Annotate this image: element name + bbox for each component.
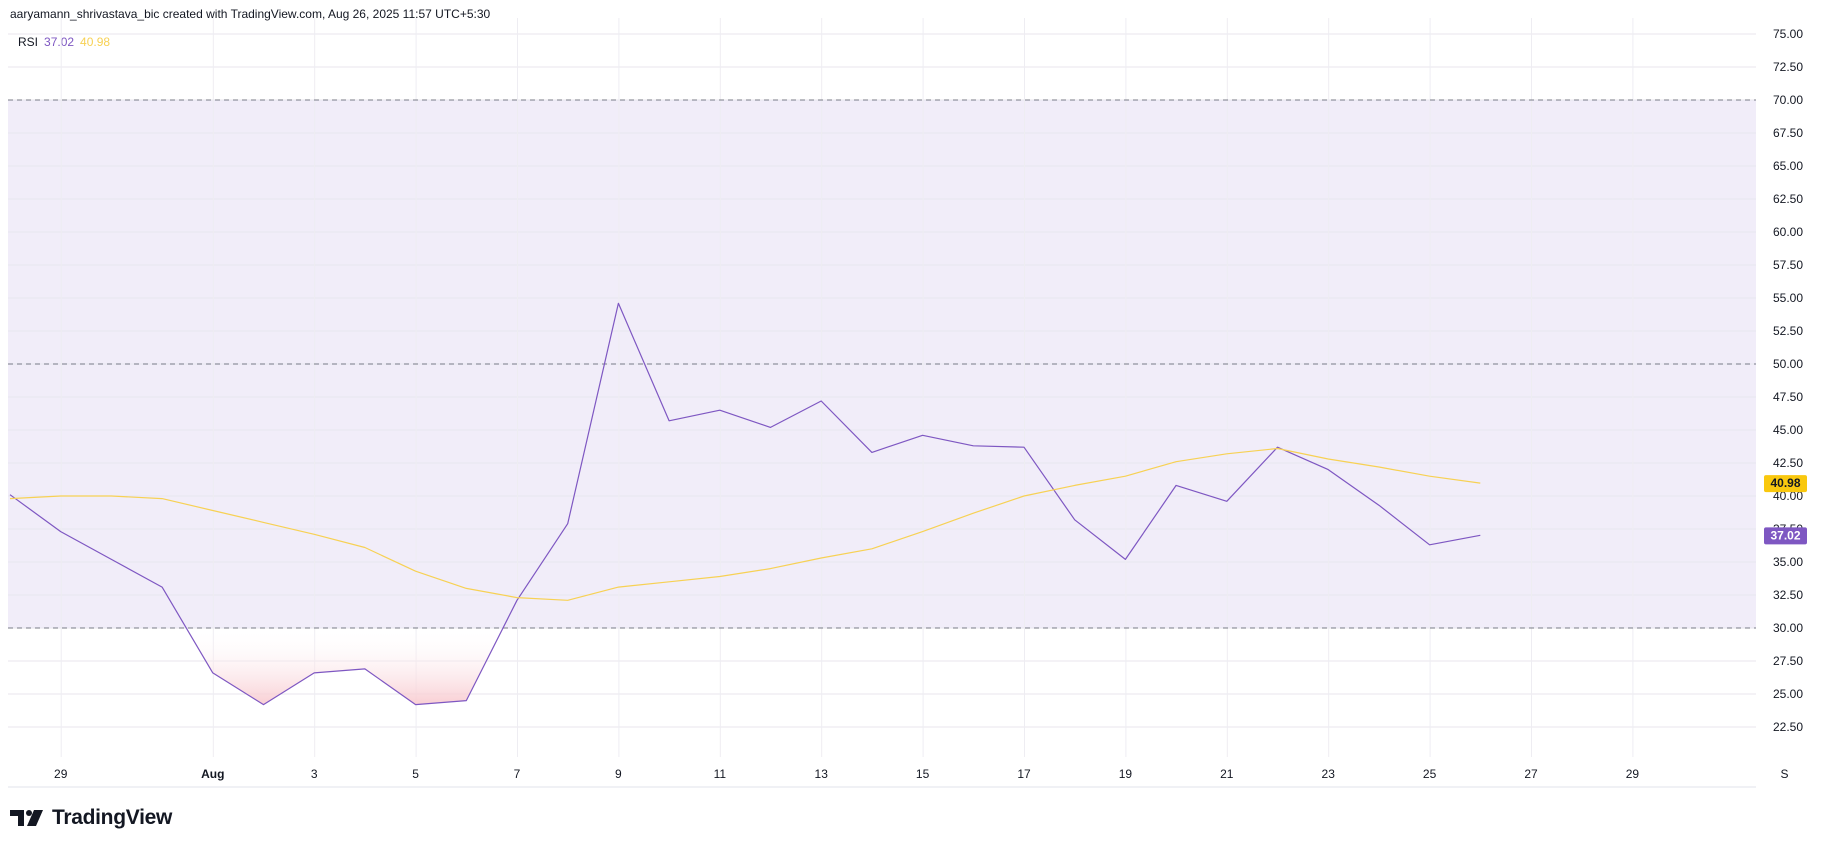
y-tick-label: 72.50 [1773,60,1803,74]
x-tick-label: Aug [201,767,224,781]
y-tick-label: 55.00 [1773,291,1803,305]
x-tick-label: 13 [815,767,829,781]
x-tick-label: 23 [1322,767,1336,781]
x-tick-label: 29 [1626,767,1640,781]
y-tick-label: 47.50 [1773,390,1803,404]
y-tick-label: 40.00 [1773,489,1803,503]
x-tick-label: 3 [311,767,318,781]
rsi-value-badge: 37.02 [1770,528,1800,542]
y-tick-label: 67.50 [1773,126,1803,140]
legend-rsi-value: 37.02 [44,35,75,49]
y-tick-label: 70.00 [1773,93,1803,107]
tradingview-logo-icon [10,810,43,826]
x-axis[interactable]: 29 Aug 3 5 7 9 11 13 15 17 19 21 23 25 27 29 S [8,767,1789,788]
y-tick-label: 35.00 [1773,555,1803,569]
y-tick-label: 42.50 [1773,456,1803,470]
oversold-area [186,628,503,705]
legend-label: RSI [18,35,39,49]
y-axis[interactable]: 22.5025.0027.5030.0032.5035.0037.5040.00… [1773,27,1803,734]
series-lines [9,302,1481,706]
ma-value-badge: 40.98 [1770,476,1800,490]
x-tick-label: 9 [615,767,622,781]
y-tick-label: 27.50 [1773,654,1803,668]
y-tick-label: 57.50 [1773,258,1803,272]
x-tick-label: 5 [412,767,419,781]
y-tick-label: 52.50 [1773,324,1803,338]
ma-value-badge-bg [1764,475,1807,493]
grid-lines [8,18,1756,757]
y-tick-label: 60.00 [1773,225,1803,239]
y-tick-label: 30.00 [1773,621,1803,635]
x-tick-label: 11 [714,767,727,781]
y-tick-label: 22.50 [1773,720,1803,734]
rsi-line [9,302,1481,706]
y-tick-label: 45.00 [1773,423,1803,437]
x-tick-label: 15 [916,767,930,781]
y-tick-label: 65.00 [1773,159,1803,173]
y-tick-label: 25.00 [1773,687,1803,701]
rsi-chart[interactable]: 22.5025.0027.5030.0032.5035.0037.5040.00… [0,0,1825,800]
x-tick-label: 25 [1423,767,1437,781]
x-tick-label: 29 [54,767,68,781]
x-tick-label: S [1780,767,1788,781]
legend-ma-value: 40.98 [80,35,111,49]
y-tick-label: 50.00 [1773,357,1803,371]
rsi-ma-line [9,447,1481,601]
oversold-fill [186,628,503,705]
y-tick-label: 62.50 [1773,192,1803,206]
x-tick-label: 17 [1017,767,1031,781]
x-tick-label: 27 [1524,767,1538,781]
x-tick-label: 7 [514,767,521,781]
y-tick-label: 75.00 [1773,27,1803,41]
indicator-legend[interactable]: RSI 37.02 40.98 [18,35,110,49]
price-badges: 40.98 37.02 [1764,475,1807,545]
chart-attribution: aaryamann_shrivastava_bic created with T… [10,7,491,21]
brand-name: TradingView [52,806,173,829]
y-tick-label: 32.50 [1773,588,1803,602]
tradingview-logo[interactable]: TradingView [10,806,172,830]
x-tick-label: 21 [1220,767,1234,781]
x-tick-label: 19 [1119,767,1133,781]
rsi-value-badge-bg [1764,527,1807,545]
